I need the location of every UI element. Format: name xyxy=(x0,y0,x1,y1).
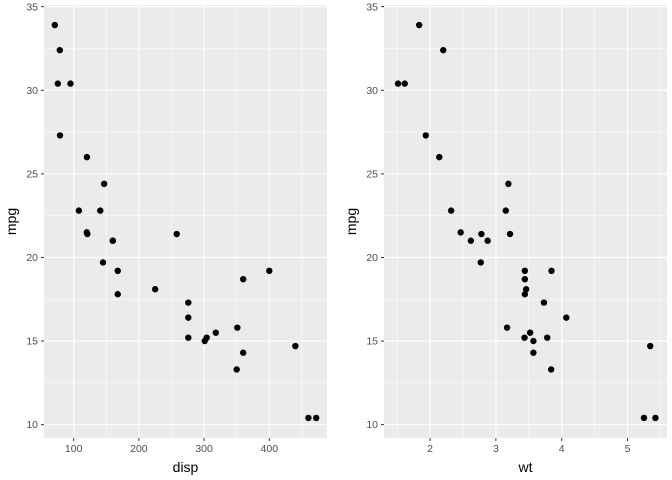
data-point xyxy=(447,207,455,214)
data-point xyxy=(457,229,464,236)
data-point xyxy=(467,237,475,244)
data-point xyxy=(401,80,408,87)
y-tick-label: 35 xyxy=(366,1,378,13)
data-point xyxy=(56,46,63,54)
data-point xyxy=(530,337,537,345)
data-point xyxy=(100,180,108,188)
y-axis-title: mpg xyxy=(3,208,19,235)
data-point xyxy=(266,267,273,275)
data-point xyxy=(521,291,529,298)
data-point xyxy=(505,180,512,188)
data-point xyxy=(173,230,180,238)
data-point xyxy=(212,329,220,336)
y-tick-label: 15 xyxy=(366,336,378,348)
x-tick-label: 4 xyxy=(559,443,565,455)
data-point xyxy=(544,334,551,341)
data-point xyxy=(484,237,491,244)
data-point xyxy=(394,80,402,87)
x-tick-label: 3 xyxy=(493,443,499,455)
data-point xyxy=(540,299,548,306)
y-tick-label: 20 xyxy=(26,252,38,264)
y-tick-label: 25 xyxy=(26,168,38,180)
y-tick-label: 25 xyxy=(366,168,378,180)
data-point xyxy=(240,275,247,283)
data-point xyxy=(233,366,240,373)
data-point xyxy=(530,349,537,356)
data-point xyxy=(422,132,429,139)
data-point xyxy=(563,314,570,321)
data-point xyxy=(151,286,159,293)
data-point xyxy=(416,21,423,29)
x-tick-label: 2 xyxy=(427,443,433,455)
x-axis-title: wt xyxy=(518,459,533,475)
data-point xyxy=(75,207,83,214)
data-point xyxy=(51,21,59,29)
y-tick-label: 15 xyxy=(26,336,38,348)
data-point xyxy=(547,366,555,373)
data-point xyxy=(526,329,534,336)
data-point xyxy=(109,237,116,244)
data-point xyxy=(647,342,654,350)
data-point xyxy=(521,267,529,275)
y-tick-label: 30 xyxy=(366,85,378,97)
data-point xyxy=(640,414,648,422)
data-point xyxy=(54,80,62,87)
y-tick-label: 10 xyxy=(366,419,378,431)
data-point xyxy=(240,349,247,356)
data-point xyxy=(67,80,74,87)
data-point xyxy=(506,230,514,238)
panel-disp-vs-mpg: 100 200 300 400 10 15 20 25 30 35 disp mpg xyxy=(3,1,327,475)
data-point xyxy=(521,334,528,341)
data-point xyxy=(478,230,485,238)
data-point xyxy=(97,207,104,214)
data-point xyxy=(440,46,447,54)
data-point xyxy=(436,153,443,161)
x-tick-label: 300 xyxy=(195,443,213,455)
x-tick-label: 200 xyxy=(130,443,148,455)
panel-background xyxy=(384,5,667,438)
y-tick-label: 20 xyxy=(366,252,378,264)
data-point xyxy=(201,337,208,345)
data-point xyxy=(114,267,121,275)
x-tick-label: 400 xyxy=(261,443,279,455)
data-point xyxy=(114,291,121,298)
data-point xyxy=(99,259,107,266)
y-tick-label: 30 xyxy=(26,85,38,97)
y-tick-label: 35 xyxy=(26,1,38,13)
x-tick-label: 100 xyxy=(65,443,83,455)
data-point xyxy=(502,207,509,214)
x-tick-label: 5 xyxy=(625,443,631,455)
data-point xyxy=(84,230,91,238)
data-point xyxy=(292,342,299,350)
data-point xyxy=(83,153,91,161)
data-point xyxy=(522,286,530,293)
panel-wt-vs-mpg: 2 3 4 5 10 15 20 25 30 35 wt mpg xyxy=(343,1,667,475)
data-point xyxy=(521,275,529,283)
data-point xyxy=(185,314,192,321)
data-point xyxy=(503,324,511,331)
y-tick-label: 10 xyxy=(26,419,38,431)
data-point xyxy=(185,334,192,341)
y-axis-title: mpg xyxy=(343,208,359,235)
data-point xyxy=(185,299,192,306)
data-point xyxy=(652,414,659,422)
data-point xyxy=(305,414,312,422)
data-point xyxy=(313,414,320,422)
data-point xyxy=(56,132,64,139)
data-point xyxy=(477,259,484,266)
x-axis-title: disp xyxy=(173,459,199,475)
data-point xyxy=(234,324,241,331)
panel-background xyxy=(44,5,327,438)
data-point xyxy=(548,267,555,275)
